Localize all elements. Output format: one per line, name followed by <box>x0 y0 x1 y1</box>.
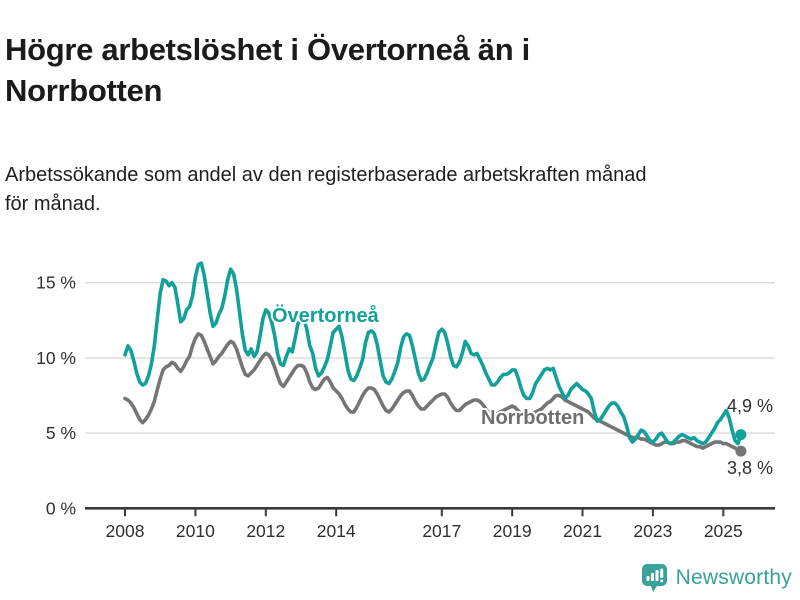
x-tick-label-2012: 2012 <box>246 521 285 541</box>
y-tick-label-10: 10 % <box>36 348 76 368</box>
brand-wordmark: Newsworthy <box>675 566 792 589</box>
norrbotten-end-dot <box>735 445 747 457</box>
subtitle-line-1: Arbetssökande som andel av den registerb… <box>5 164 647 186</box>
page-title: Högre arbetslöshet i Övertorneå än i Nor… <box>5 29 745 111</box>
overtornea-end-value-label: 4,9 % <box>727 396 773 416</box>
title-line-1: Högre arbetslöshet i Övertorneå än i <box>5 31 530 67</box>
x-tick-label-2021: 2021 <box>563 521 602 541</box>
newsworthy-logo: Newsworthy <box>641 564 792 592</box>
x-tick-label-2019: 2019 <box>493 521 532 541</box>
x-tick-label-2014: 2014 <box>317 521 356 541</box>
overtornea-line <box>123 261 743 446</box>
overtornea-end-dot <box>735 429 747 441</box>
x-tick-label-2023: 2023 <box>633 521 672 541</box>
x-tick-label-2010: 2010 <box>176 521 215 541</box>
x-tick-label-2017: 2017 <box>422 521 461 541</box>
title-line-2: Norrbotten <box>5 72 163 108</box>
y-tick-label-15: 15 % <box>36 273 76 293</box>
norrbotten-series-label: Norrbotten <box>481 407 584 429</box>
bar-chart-speech-bubble-icon <box>641 564 667 592</box>
y-tick-label-0: 0 % <box>46 498 76 518</box>
chart-subtitle: Arbetssökande som andel av den registerb… <box>5 161 795 219</box>
x-tick-label-2008: 2008 <box>106 521 145 541</box>
subtitle-line-2: för månad. <box>5 193 101 215</box>
overtornea-series-label: Övertorneå <box>272 304 380 327</box>
x-tick-label-2025: 2025 <box>704 521 743 541</box>
norrbotten-end-value-label: 3,8 % <box>727 458 773 478</box>
y-tick-label-5: 5 % <box>46 423 76 443</box>
